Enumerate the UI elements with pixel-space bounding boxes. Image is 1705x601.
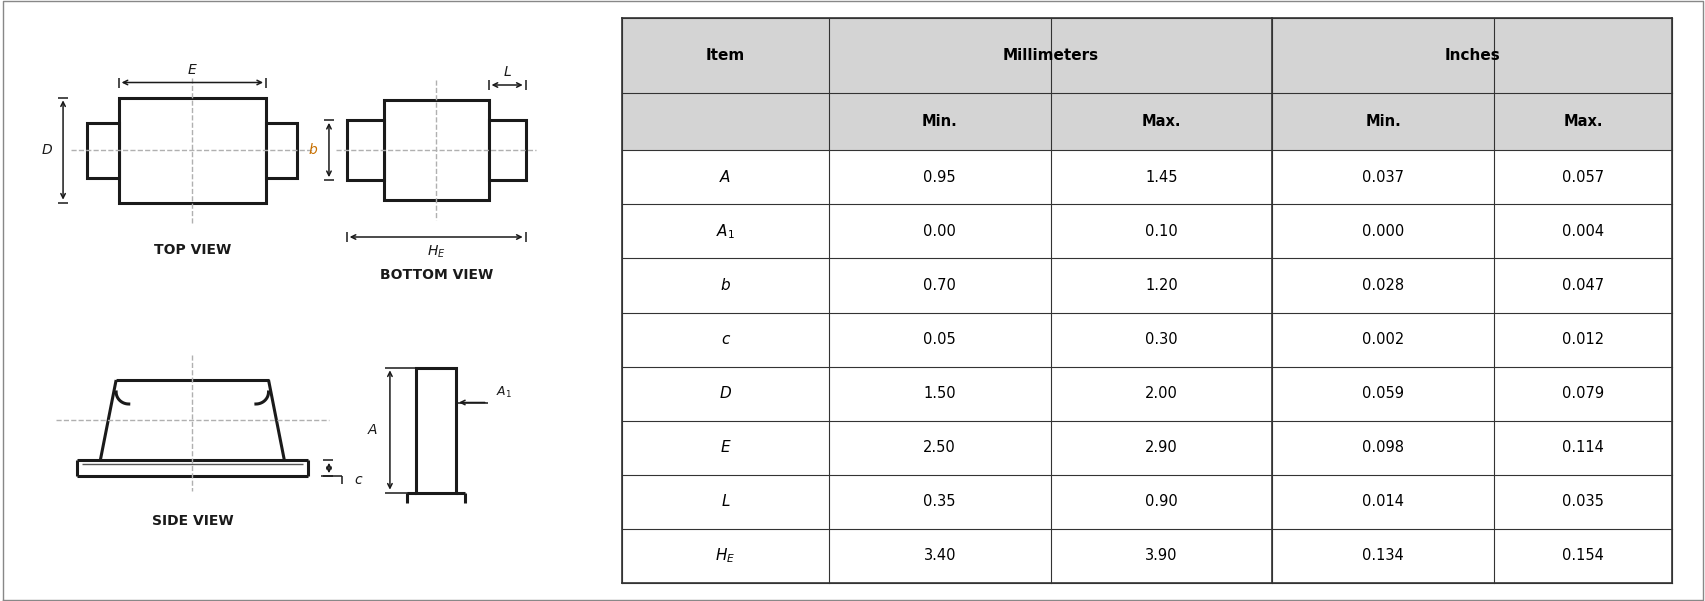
Text: Max.: Max. <box>1141 114 1180 129</box>
Text: 0.004: 0.004 <box>1562 224 1603 239</box>
Text: Min.: Min. <box>921 114 957 129</box>
Text: 0.079: 0.079 <box>1562 386 1603 401</box>
Text: 0.70: 0.70 <box>922 278 955 293</box>
Text: c: c <box>355 473 361 487</box>
Bar <box>829 18 1272 93</box>
Text: Min.: Min. <box>1364 114 1400 129</box>
Text: TOP VIEW: TOP VIEW <box>153 243 230 257</box>
Text: 3.90: 3.90 <box>1144 549 1176 563</box>
Text: A: A <box>367 423 377 437</box>
Text: b: b <box>720 278 730 293</box>
Text: b: b <box>309 143 317 157</box>
Text: 0.30: 0.30 <box>1144 332 1176 347</box>
Text: c: c <box>721 332 730 347</box>
Text: $A_1$: $A_1$ <box>496 385 512 400</box>
Text: A: A <box>720 170 730 185</box>
Bar <box>829 93 1050 150</box>
Text: 0.012: 0.012 <box>1562 332 1603 347</box>
Bar <box>416 367 455 492</box>
Text: 2.90: 2.90 <box>1144 441 1176 455</box>
Bar <box>1494 93 1671 150</box>
Text: D: D <box>43 143 53 157</box>
Bar <box>346 120 384 180</box>
Text: 0.059: 0.059 <box>1362 386 1403 401</box>
Text: 0.00: 0.00 <box>922 224 955 239</box>
Bar <box>266 123 297 177</box>
Text: D: D <box>720 386 731 401</box>
Text: $H_E$: $H_E$ <box>714 546 735 566</box>
Text: 0.154: 0.154 <box>1562 549 1603 563</box>
Text: $A_1$: $A_1$ <box>716 222 735 241</box>
Text: 0.000: 0.000 <box>1361 224 1403 239</box>
Text: 1.50: 1.50 <box>922 386 955 401</box>
Text: SIDE VIEW: SIDE VIEW <box>152 514 234 528</box>
Text: 0.90: 0.90 <box>1144 495 1176 509</box>
Bar <box>87 123 119 177</box>
Bar <box>1050 93 1272 150</box>
Text: 0.035: 0.035 <box>1562 495 1603 509</box>
Text: 2.00: 2.00 <box>1144 386 1176 401</box>
Text: 0.95: 0.95 <box>922 170 955 185</box>
Bar <box>1272 18 1671 93</box>
Text: E: E <box>188 63 196 76</box>
Text: 3.40: 3.40 <box>922 549 955 563</box>
Text: L: L <box>721 495 730 509</box>
Text: 0.114: 0.114 <box>1562 441 1603 455</box>
Bar <box>488 120 525 180</box>
Bar <box>622 18 829 93</box>
Text: 2.50: 2.50 <box>922 441 955 455</box>
Bar <box>384 100 488 200</box>
Text: Max.: Max. <box>1563 114 1603 129</box>
Bar <box>119 97 266 203</box>
Text: E: E <box>720 441 730 455</box>
Text: 0.35: 0.35 <box>922 495 955 509</box>
Text: 0.037: 0.037 <box>1362 170 1403 185</box>
Text: 0.014: 0.014 <box>1362 495 1403 509</box>
Text: $H_E$: $H_E$ <box>426 244 445 260</box>
Text: 0.057: 0.057 <box>1562 170 1603 185</box>
Bar <box>1272 93 1494 150</box>
Text: BOTTOM VIEW: BOTTOM VIEW <box>379 268 493 282</box>
Text: L: L <box>503 65 512 79</box>
Text: Millimeters: Millimeters <box>1003 48 1098 63</box>
Text: 0.002: 0.002 <box>1361 332 1403 347</box>
Bar <box>622 93 829 150</box>
Text: 0.10: 0.10 <box>1144 224 1176 239</box>
Text: 0.134: 0.134 <box>1362 549 1403 563</box>
Text: 0.028: 0.028 <box>1362 278 1403 293</box>
Text: 1.45: 1.45 <box>1144 170 1176 185</box>
Text: Inches: Inches <box>1444 48 1499 63</box>
Text: 1.20: 1.20 <box>1144 278 1176 293</box>
Text: 0.098: 0.098 <box>1362 441 1403 455</box>
Text: 0.05: 0.05 <box>922 332 955 347</box>
Text: 0.047: 0.047 <box>1562 278 1603 293</box>
Text: Item: Item <box>706 48 745 63</box>
